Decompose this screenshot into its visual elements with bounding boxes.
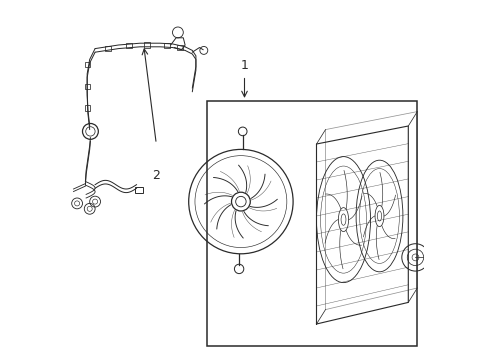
Bar bbox=[85, 84, 90, 89]
Bar bbox=[126, 43, 132, 49]
Bar bbox=[85, 62, 90, 67]
Bar bbox=[104, 46, 110, 51]
Bar bbox=[134, 187, 142, 193]
Bar bbox=[144, 42, 150, 48]
Bar bbox=[85, 105, 90, 111]
Bar bbox=[164, 43, 170, 48]
Text: 2: 2 bbox=[152, 169, 160, 182]
Bar bbox=[177, 45, 182, 50]
Bar bbox=[206, 101, 416, 346]
Text: 1: 1 bbox=[240, 59, 248, 72]
